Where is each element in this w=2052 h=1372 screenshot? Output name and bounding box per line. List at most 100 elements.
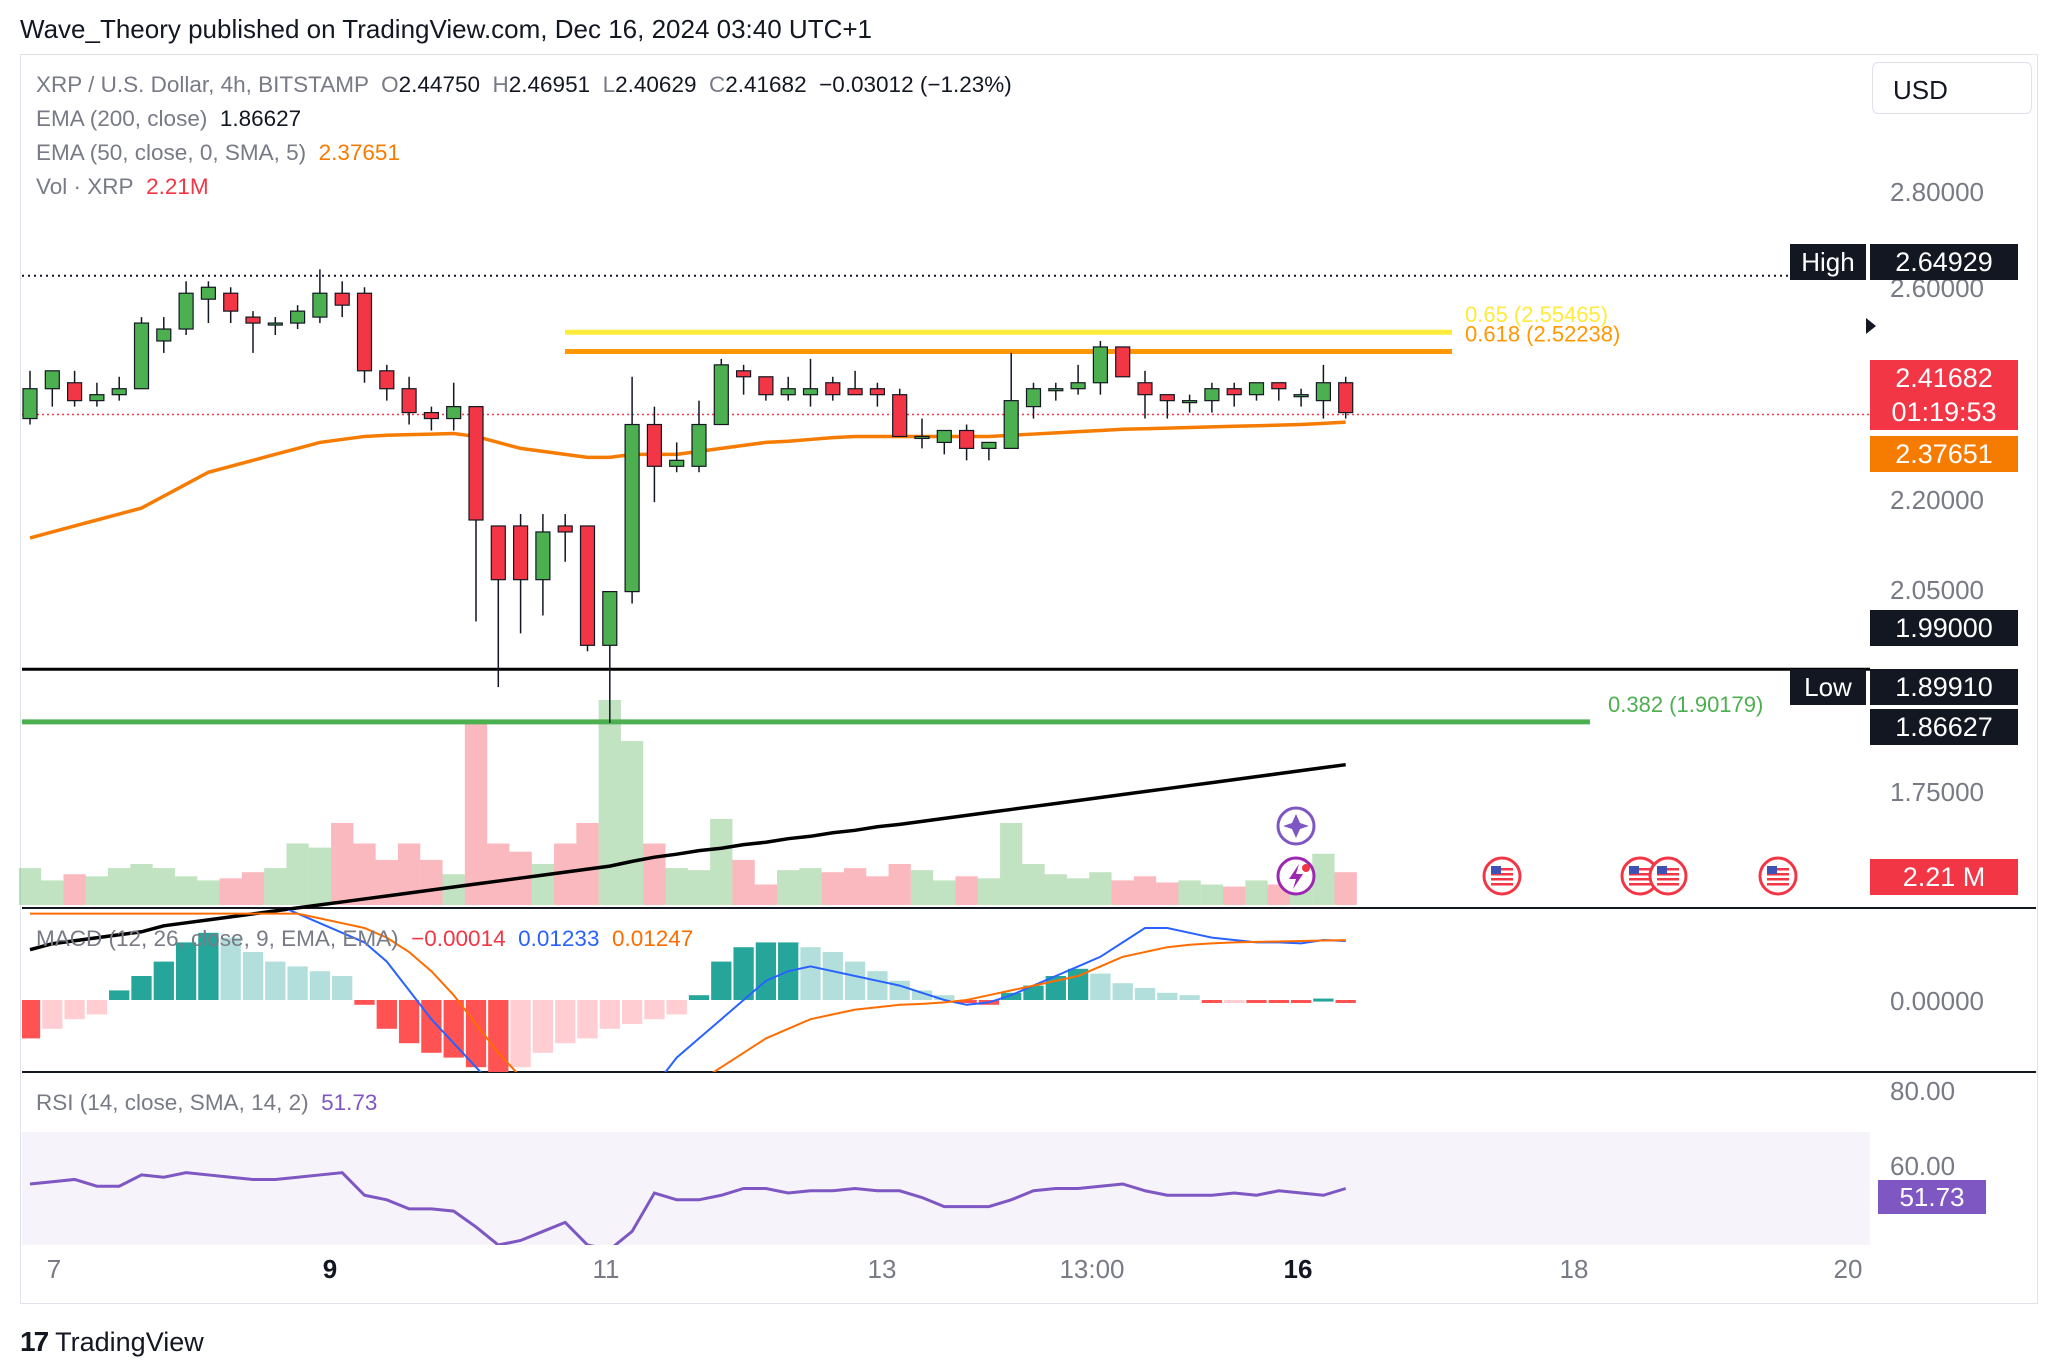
candle	[1092, 340, 1109, 395]
candle	[111, 376, 127, 401]
macd-hist-bar	[1246, 1000, 1267, 1003]
candle	[490, 525, 506, 688]
volume-bar	[576, 823, 599, 905]
candle	[178, 281, 194, 335]
sparkle-icon	[1283, 814, 1309, 838]
price-label-text: 1.89910	[1895, 672, 1993, 702]
candle-body	[89, 394, 105, 402]
macd-hist-bar	[755, 942, 777, 1000]
candle-body	[713, 364, 729, 426]
candle-body	[267, 322, 283, 326]
candle	[981, 441, 997, 461]
macd-hist-bar	[354, 1000, 375, 1005]
macd-hist-bar	[867, 971, 888, 1000]
rsi-value-label	[1878, 1180, 1986, 1214]
candle	[1025, 382, 1042, 419]
candle	[468, 406, 484, 622]
candle-body	[1248, 382, 1265, 396]
macd-hist-bar	[64, 1000, 85, 1020]
time-tick: 11	[593, 1254, 620, 1284]
volume-bar	[1111, 880, 1134, 905]
price-label-text: 2.21 M	[1903, 862, 1986, 892]
candle	[624, 376, 640, 604]
volume-bar	[977, 878, 1001, 905]
candle	[423, 406, 439, 431]
volume-bar	[598, 700, 621, 905]
volume-bar	[1000, 823, 1023, 905]
volume-bar	[710, 818, 733, 905]
candle-body	[111, 388, 127, 396]
flag-ring	[1648, 856, 1688, 896]
macd-hist-bar	[555, 1000, 576, 1044]
flag-stripe	[1657, 868, 1679, 871]
candle	[936, 429, 952, 455]
candle	[401, 376, 417, 425]
candle	[892, 388, 908, 438]
chart-frame[interactable]	[20, 54, 2038, 1304]
ema50-line	[29, 420, 1346, 540]
volume-bar	[1066, 878, 1090, 905]
change-value: −0.03012 (−1.23%)	[819, 72, 1012, 97]
volume-bar	[1245, 880, 1268, 905]
candle-body	[66, 382, 83, 402]
candle	[1271, 382, 1287, 401]
macd-hist-bar	[1268, 1000, 1289, 1003]
high-value: 2.46951	[508, 72, 591, 97]
macd-hist-bar	[1224, 1000, 1245, 1003]
footer-brand[interactable]: 17 TradingView	[20, 1326, 204, 1358]
candle	[1159, 394, 1175, 419]
flag-ring	[1482, 856, 1522, 896]
flag-canton	[1767, 866, 1777, 874]
macd-hist-bar	[175, 942, 197, 1000]
volume-bar	[1044, 874, 1067, 905]
rsi-value: 51.73	[321, 1090, 378, 1115]
flag-canton	[1491, 866, 1501, 874]
price-tick: 2.80000	[1890, 177, 1984, 207]
volume-bar	[821, 872, 844, 905]
macd-legend[interactable]: MACD (12, 26, close, 9, EMA, EMA) −0.000…	[36, 926, 694, 951]
ema50-legend[interactable]: EMA (50, close, 0, SMA, 5) 2.37651	[36, 140, 400, 165]
price-tag	[1790, 244, 1866, 280]
volume-bar	[620, 741, 644, 905]
level-label: 0.382 (1.90179)	[1608, 692, 1763, 717]
ema200-legend[interactable]: EMA (200, close) 1.86627	[36, 106, 302, 131]
ema200-line	[29, 762, 1346, 952]
volume-bar	[933, 880, 956, 905]
volume-legend[interactable]: Vol · XRP 2.21M	[36, 174, 209, 199]
candle	[1181, 394, 1198, 413]
candle	[1137, 370, 1153, 419]
rsi-legend[interactable]: RSI (14, close, SMA, 14, 2) 51.73	[36, 1090, 378, 1115]
macd-hist-bar	[332, 976, 353, 1000]
candle-body	[423, 411, 439, 420]
time-tick: 20	[1834, 1254, 1863, 1284]
volume-bar	[18, 868, 42, 905]
volume-bar	[687, 870, 711, 905]
currency-button[interactable]: USD	[1872, 62, 2032, 114]
volume-bar	[665, 868, 688, 905]
candle-body	[936, 429, 952, 444]
price-label	[1870, 436, 2018, 472]
candle-body	[735, 370, 752, 378]
candle	[200, 281, 216, 324]
candle	[557, 514, 573, 562]
tradingview-logo-icon: 17	[20, 1326, 49, 1357]
symbol-label[interactable]: XRP / U.S. Dollar, 4h, BITSTAMP	[36, 72, 369, 97]
price-tag-text: High	[1801, 247, 1854, 277]
macd-hist-bar	[510, 1000, 531, 1068]
candle-body	[1181, 400, 1198, 404]
price-label	[1870, 859, 2018, 895]
flag-stripe	[1491, 878, 1513, 881]
candle	[156, 317, 172, 353]
flag-stripe	[1767, 883, 1789, 886]
flag-canton	[1629, 866, 1639, 874]
volume-bar	[1133, 876, 1157, 905]
candle-body	[669, 459, 685, 467]
candle-body	[512, 525, 529, 581]
volume-bar	[286, 843, 309, 905]
ema50-value: 2.37651	[318, 140, 400, 165]
candle	[245, 311, 261, 353]
candle	[44, 370, 60, 407]
volume-bar	[487, 843, 510, 905]
candle	[1115, 346, 1131, 378]
